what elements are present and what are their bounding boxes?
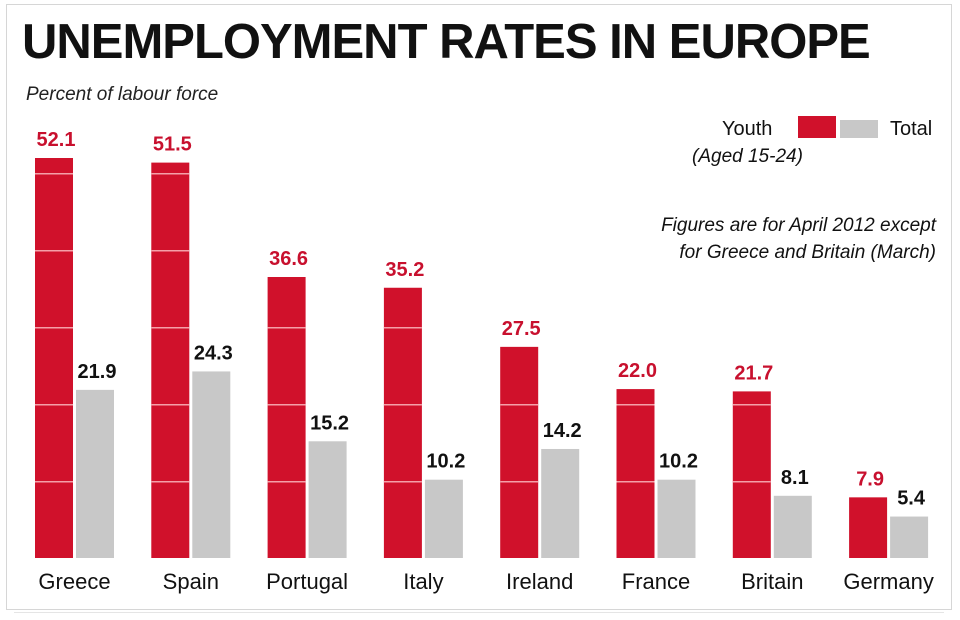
legend-youth-label: Youth bbox=[722, 118, 773, 140]
bar-total-portugal bbox=[308, 441, 347, 558]
bar-total-greece bbox=[76, 389, 114, 558]
bar-youth-greece bbox=[35, 158, 73, 558]
bar-youth-spain bbox=[151, 162, 190, 559]
bar-youth-band-italy bbox=[383, 481, 422, 483]
bar-youth-band-portugal bbox=[267, 404, 306, 406]
legend-total-label: Total bbox=[890, 118, 933, 140]
bar-youth-band-greece bbox=[35, 481, 73, 483]
bar-youth-band-portugal bbox=[267, 327, 306, 329]
bar-youth-band-britain bbox=[732, 404, 771, 406]
legend-total-swatch bbox=[840, 120, 878, 138]
bar-youth-italy bbox=[383, 287, 422, 558]
total-value-label-france: 10.2 bbox=[659, 451, 698, 473]
category-label-spain: Spain bbox=[163, 569, 219, 594]
category-label-portugal: Portugal bbox=[266, 569, 348, 594]
youth-value-label-france: 22.0 bbox=[618, 360, 657, 382]
total-value-label-greece: 21.9 bbox=[78, 361, 117, 383]
chart-subtitle: Percent of labour force bbox=[26, 84, 219, 105]
bar-youth-britain bbox=[732, 391, 771, 558]
bar-youth-band-spain bbox=[151, 173, 190, 175]
category-label-greece: Greece bbox=[38, 569, 110, 594]
total-value-label-portugal: 15.2 bbox=[310, 412, 349, 434]
figures-note-line-1: Figures are for April 2012 except bbox=[661, 215, 936, 236]
bar-youth-band-greece bbox=[35, 173, 73, 175]
bar-youth-band-spain bbox=[151, 250, 190, 252]
bar-total-germany bbox=[890, 516, 929, 558]
bar-youth-band-france bbox=[616, 481, 655, 483]
figures-note: Figures are for April 2012 except for Gr… bbox=[661, 212, 936, 266]
bar-youth-band-portugal bbox=[267, 481, 306, 483]
figures-note-line-2: for Greece and Britain (March) bbox=[679, 242, 936, 263]
youth-value-label-britain: 21.7 bbox=[734, 362, 773, 384]
bar-youth-band-ireland bbox=[500, 404, 539, 406]
bar-youth-band-spain bbox=[151, 404, 190, 406]
total-value-label-spain: 24.3 bbox=[194, 342, 233, 364]
category-label-germany: Germany bbox=[843, 569, 933, 594]
category-label-france: France bbox=[622, 569, 690, 594]
bar-youth-germany bbox=[849, 497, 888, 558]
category-label-italy: Italy bbox=[403, 569, 443, 594]
bar-total-france bbox=[657, 479, 696, 558]
youth-value-label-italy: 35.2 bbox=[385, 259, 424, 281]
bar-youth-ireland bbox=[500, 346, 539, 558]
bottom-rule bbox=[14, 612, 944, 613]
bar-total-ireland bbox=[541, 448, 580, 558]
youth-value-label-ireland: 27.5 bbox=[502, 318, 541, 340]
bar-total-italy bbox=[424, 479, 463, 558]
category-label-ireland: Ireland bbox=[506, 569, 573, 594]
bar-total-britain bbox=[773, 495, 812, 558]
bar-youth-band-spain bbox=[151, 327, 190, 329]
bar-youth-band-greece bbox=[35, 404, 73, 406]
youth-value-label-greece: 52.1 bbox=[37, 129, 76, 151]
total-value-label-germany: 5.4 bbox=[897, 488, 926, 510]
bar-youth-band-greece bbox=[35, 327, 73, 329]
bar-youth-band-greece bbox=[35, 250, 73, 252]
total-value-label-britain: 8.1 bbox=[781, 467, 809, 489]
bar-youth-portugal bbox=[267, 277, 306, 558]
bar-youth-band-britain bbox=[732, 481, 771, 483]
legend-youth-swatch bbox=[798, 116, 836, 138]
youth-value-label-germany: 7.9 bbox=[856, 468, 884, 490]
bar-youth-band-france bbox=[616, 404, 655, 406]
legend-age-note: (Aged 15-24) bbox=[692, 146, 803, 167]
chart-title: UNEMPLOYMENT RATES IN EUROPE bbox=[22, 15, 871, 69]
youth-value-label-spain: 51.5 bbox=[153, 134, 192, 156]
total-value-label-ireland: 14.2 bbox=[543, 420, 582, 442]
category-label-britain: Britain bbox=[741, 569, 803, 594]
bar-youth-band-italy bbox=[383, 327, 422, 329]
bar-youth-france bbox=[616, 389, 655, 558]
total-value-label-italy: 10.2 bbox=[426, 451, 465, 473]
bar-youth-band-spain bbox=[151, 481, 190, 483]
bar-youth-band-italy bbox=[383, 404, 422, 406]
bar-youth-band-ireland bbox=[500, 481, 539, 483]
bar-total-spain bbox=[192, 371, 231, 558]
youth-value-label-portugal: 36.6 bbox=[269, 248, 308, 270]
